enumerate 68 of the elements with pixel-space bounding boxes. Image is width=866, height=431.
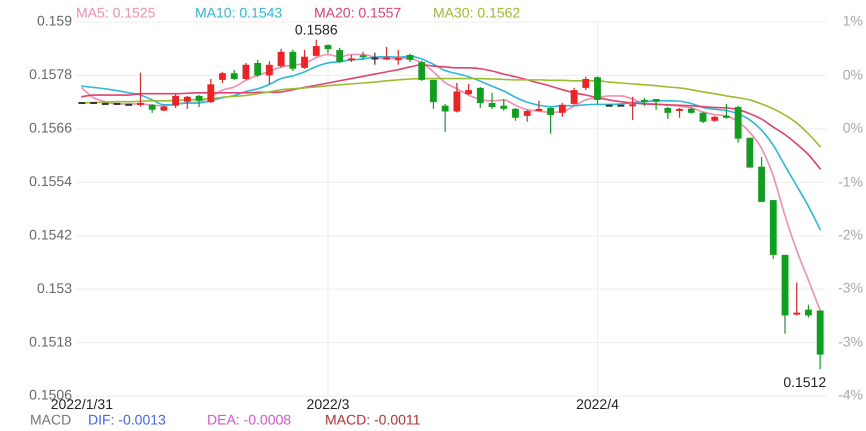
candlestick [676,107,683,118]
text: MA5: 0.1525 [76,4,156,21]
candlestick [500,98,508,112]
candlestick [652,98,660,110]
annotation: 0.1586 [294,22,338,38]
candlestick [664,106,672,120]
candlestick [793,282,800,316]
y2-tick-label: -4% [838,386,863,403]
text: MACD: -0.0011 [325,412,421,428]
candlestick [289,49,296,72]
candlestick [383,46,390,60]
y2-tick-label: -3% [838,334,863,350]
text: MA10: 0.1543 [195,4,282,21]
y2-tick-label: -1% [838,173,863,190]
text: DEA: -0.0008 [207,412,292,428]
candlestick [524,109,531,122]
y-tick-label: 0.153 [36,280,72,296]
y-tick-label: 0.159 [36,12,72,29]
y-tick-label: 0.1542 [29,226,72,242]
annotation: 0.1512 [783,374,826,390]
text: MA20: 0.1557 [314,4,402,21]
candlestick [700,111,706,124]
candlestick [582,76,590,91]
candlestick [418,60,426,82]
line-series [81,64,821,170]
y-tick-label: 0.1518 [29,333,72,350]
candlestick [629,96,636,121]
candlestick [312,39,320,58]
candlestick [196,94,202,108]
candlestick [476,86,484,109]
candlestick [594,76,601,105]
candlestick [230,69,238,80]
candlestick [453,82,460,113]
y-tick-label: 0.1578 [29,66,72,82]
candlestick [371,52,378,66]
candlestick [336,47,344,64]
candlestick [278,48,284,68]
candlestick [266,60,273,85]
candlestick [254,59,262,78]
candlestick [219,71,226,84]
candlestick [805,304,812,318]
y2-tick-label: -3% [838,280,863,296]
candlestick [172,94,180,109]
candlestick [547,106,554,134]
candlestick [442,103,449,133]
candlestick [488,92,496,110]
x-tick-label: 2022/4 [576,396,620,412]
text: MA30: 0.1562 [433,4,520,21]
y2-tick-label: 0% [842,120,863,136]
text: MACD [30,412,72,428]
candlestick [207,78,214,104]
candlestick [558,102,566,118]
y2-tick-label: 1% [842,12,863,29]
candlestick [722,103,730,120]
candlestick [570,87,578,106]
candlestick [465,83,472,96]
candlestick [242,62,250,80]
y2-tick-label: 0% [842,66,863,83]
y2-tick-label: -2% [838,226,863,243]
candlestick [394,49,402,66]
candlestick [137,72,144,108]
y-tick-label: 0.1554 [29,172,72,189]
text: DIF: -0.0013 [88,412,166,428]
candlestick [430,79,437,110]
candlestick [301,49,308,70]
x-tick-label: 2022/3 [306,396,350,412]
candlestick [512,107,519,122]
y-tick-label: 0.1566 [29,120,72,136]
